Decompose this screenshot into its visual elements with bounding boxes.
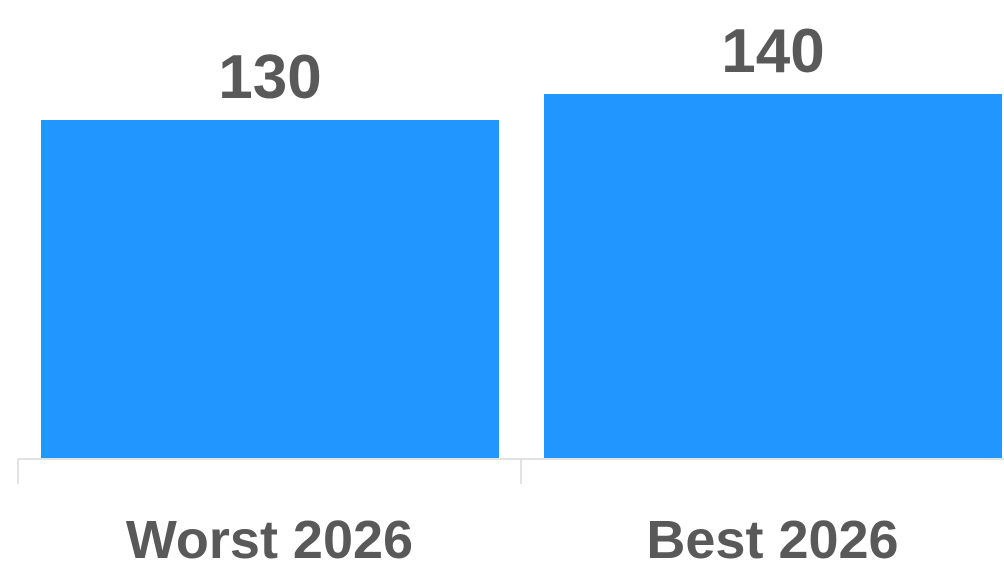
bar-worst-2026: [41, 120, 499, 458]
x-axis: [17, 458, 1004, 484]
x-tick-label: Worst 2026: [126, 510, 413, 564]
data-label: 140: [721, 17, 824, 86]
bars-layer: [41, 94, 1002, 458]
labels-layer: 130 Worst 2026 140 Best 2026: [126, 17, 899, 569]
bar-best-2026: [544, 94, 1002, 458]
x-tick-label: Best 2026: [646, 510, 898, 564]
data-label: 130: [218, 43, 321, 112]
